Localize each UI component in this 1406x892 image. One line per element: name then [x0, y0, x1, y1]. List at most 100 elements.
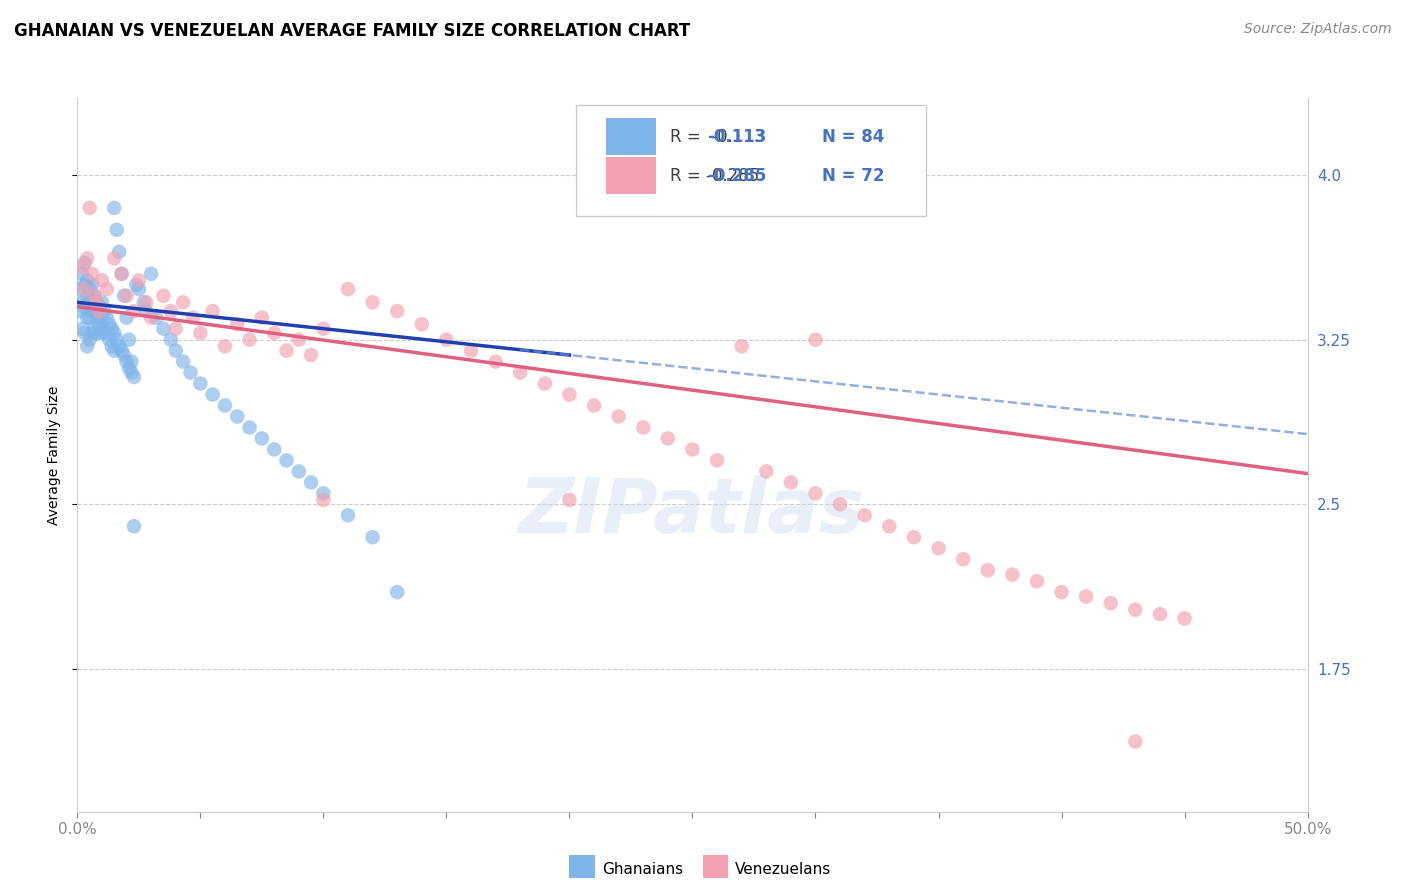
Point	[122, 519, 145, 533]
Point	[76, 339, 98, 353]
Point	[214, 399, 236, 413]
Point	[73, 300, 96, 314]
Point	[190, 376, 212, 391]
Point	[288, 333, 311, 347]
Point	[312, 492, 335, 507]
Text: Source: ZipAtlas.com: Source: ZipAtlas.com	[1244, 22, 1392, 37]
Point	[780, 475, 803, 490]
Point	[1149, 607, 1171, 621]
FancyBboxPatch shape	[575, 105, 927, 216]
Point	[111, 267, 132, 281]
Point	[312, 486, 335, 500]
Point	[436, 333, 458, 347]
Point	[657, 432, 679, 446]
Point	[82, 304, 104, 318]
Text: N = 72: N = 72	[821, 167, 884, 185]
Point	[115, 310, 138, 325]
Point	[93, 304, 115, 318]
Point	[312, 321, 335, 335]
Point	[112, 289, 135, 303]
Point	[103, 343, 125, 358]
Point	[93, 321, 115, 335]
Point	[263, 326, 285, 340]
Point	[70, 267, 93, 281]
Point	[879, 519, 901, 533]
Point	[1125, 603, 1147, 617]
Point	[226, 409, 249, 424]
Text: GHANAIAN VS VENEZUELAN AVERAGE FAMILY SIZE CORRELATION CHART: GHANAIAN VS VENEZUELAN AVERAGE FAMILY SI…	[14, 22, 690, 40]
Point	[108, 244, 131, 259]
Point	[239, 420, 262, 434]
Text: -0.285: -0.285	[707, 167, 766, 185]
Point	[86, 326, 108, 340]
Point	[89, 318, 111, 332]
Point	[160, 333, 183, 347]
Point	[558, 387, 581, 401]
Point	[1099, 596, 1122, 610]
Point	[111, 343, 132, 358]
Point	[105, 333, 128, 347]
Point	[276, 343, 298, 358]
Point	[76, 273, 98, 287]
Point	[755, 464, 778, 478]
Point	[152, 321, 174, 335]
Point	[73, 277, 96, 292]
Point	[101, 321, 124, 335]
Point	[70, 321, 93, 335]
Point	[96, 282, 118, 296]
Point	[125, 277, 148, 292]
Point	[79, 201, 101, 215]
Point	[82, 277, 104, 292]
Point	[121, 354, 143, 368]
Point	[118, 333, 141, 347]
Point	[96, 326, 118, 340]
Point	[89, 300, 111, 314]
Text: R =  -0.113: R = -0.113	[671, 128, 765, 145]
Point	[79, 282, 101, 296]
Point	[226, 318, 249, 332]
Text: Venezuelans: Venezuelans	[735, 863, 831, 877]
Point	[98, 318, 121, 332]
Point	[181, 310, 204, 325]
Point	[82, 295, 104, 310]
Point	[69, 304, 91, 318]
Point	[460, 343, 482, 358]
Point	[108, 339, 131, 353]
Point	[86, 295, 108, 310]
Point	[90, 295, 114, 310]
Point	[1174, 611, 1197, 625]
Point	[82, 326, 104, 340]
Point	[76, 252, 98, 266]
Point	[73, 256, 96, 270]
Point	[165, 321, 187, 335]
Point	[112, 348, 135, 362]
Point	[83, 289, 105, 303]
Point	[121, 366, 143, 380]
Point	[250, 310, 273, 325]
Point	[411, 318, 433, 332]
Point	[299, 348, 322, 362]
Point	[509, 366, 531, 380]
Text: R = -0.285: R = -0.285	[671, 167, 759, 185]
Point	[853, 508, 876, 523]
Point	[70, 260, 93, 275]
Point	[583, 399, 606, 413]
Point	[1026, 574, 1049, 589]
Point	[76, 310, 98, 325]
Point	[804, 486, 827, 500]
Text: N = 84: N = 84	[821, 128, 884, 145]
Point	[731, 339, 754, 353]
Point	[103, 326, 125, 340]
Point	[387, 304, 409, 318]
Point	[86, 310, 108, 325]
Point	[141, 310, 163, 325]
Point	[337, 508, 360, 523]
Point	[361, 295, 384, 310]
Point	[103, 201, 125, 215]
Point	[82, 267, 104, 281]
Text: ZIPatlas: ZIPatlas	[519, 475, 866, 549]
Point	[830, 497, 852, 511]
Point	[250, 432, 273, 446]
Point	[201, 304, 224, 318]
Point	[103, 252, 125, 266]
